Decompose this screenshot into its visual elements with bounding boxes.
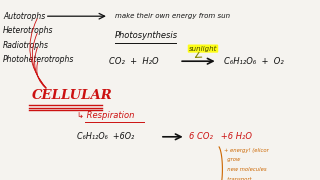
Text: Radiotrophs: Radiotrophs xyxy=(3,40,49,50)
Text: CELLULAR: CELLULAR xyxy=(32,89,113,102)
Text: + energy! (elicor: + energy! (elicor xyxy=(224,148,269,153)
Text: sunlight: sunlight xyxy=(189,46,217,52)
Text: 6 CO₂   +6 H₂O: 6 CO₂ +6 H₂O xyxy=(189,132,252,141)
Text: Photosynthesis: Photosynthesis xyxy=(115,31,178,40)
Text: transport: transport xyxy=(224,177,252,180)
Text: C₆H₁₂O₆  +  O₂: C₆H₁₂O₆ + O₂ xyxy=(224,57,284,66)
Text: Heterotrophs: Heterotrophs xyxy=(3,26,54,35)
Text: Photoheterotrophs: Photoheterotrophs xyxy=(3,55,75,64)
Text: grow: grow xyxy=(224,158,240,163)
Text: C₆H₁₂O₆  +6O₂: C₆H₁₂O₆ +6O₂ xyxy=(77,132,134,141)
Text: make their own energy from sun: make their own energy from sun xyxy=(115,13,230,19)
Text: new molecules: new molecules xyxy=(224,167,267,172)
Text: ↳ Respiration: ↳ Respiration xyxy=(77,111,134,120)
Text: CO₂  +  H₂O: CO₂ + H₂O xyxy=(109,57,158,66)
Text: Autotrophs: Autotrophs xyxy=(3,12,45,21)
